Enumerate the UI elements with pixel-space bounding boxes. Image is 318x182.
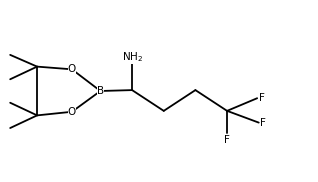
Text: O: O xyxy=(68,107,76,117)
Text: F: F xyxy=(260,118,266,128)
Text: O: O xyxy=(68,64,76,74)
Text: F: F xyxy=(224,135,230,145)
Text: F: F xyxy=(259,93,265,103)
Text: B: B xyxy=(97,86,104,96)
Text: NH$_2$: NH$_2$ xyxy=(121,51,143,64)
